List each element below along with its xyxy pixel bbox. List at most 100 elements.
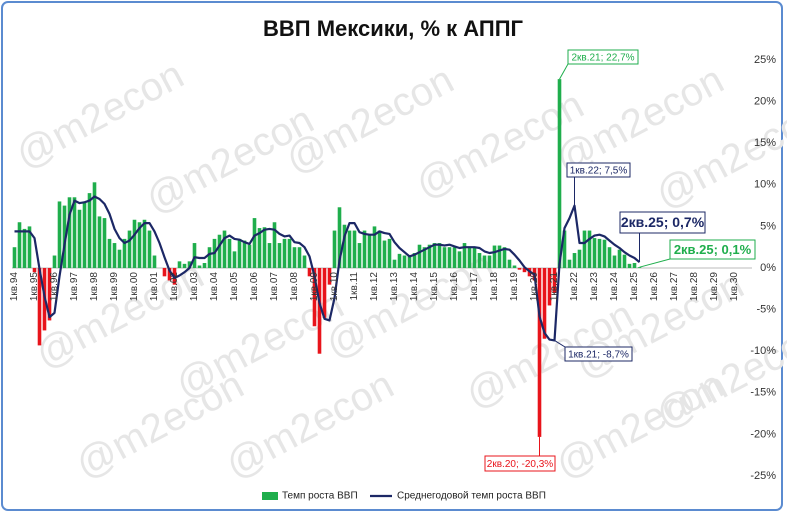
bar xyxy=(482,255,487,269)
bar xyxy=(217,234,222,269)
bar xyxy=(537,268,542,437)
y-tick-label: 20% xyxy=(754,96,776,108)
bar xyxy=(262,227,267,269)
annotation-leader xyxy=(639,258,671,268)
bar xyxy=(17,222,22,269)
bar xyxy=(62,205,67,269)
bar xyxy=(492,245,497,269)
x-tick-label: 1кв.20 xyxy=(529,272,540,302)
bar xyxy=(327,268,332,285)
bar xyxy=(637,267,642,269)
annotation-text: 2кв.25; 0,7% xyxy=(621,214,705,230)
bar xyxy=(617,249,622,269)
bar xyxy=(357,243,362,269)
bar xyxy=(332,230,337,269)
bar xyxy=(317,268,322,354)
bar xyxy=(312,268,317,327)
bar xyxy=(417,244,422,269)
bar xyxy=(167,268,172,281)
annotation-text: 2кв.25; 0,1% xyxy=(674,242,752,257)
bar xyxy=(557,79,562,269)
y-tick-label: 25% xyxy=(754,54,776,66)
bar xyxy=(602,239,607,269)
bar xyxy=(202,263,207,269)
bar xyxy=(487,255,492,269)
bar xyxy=(447,247,452,269)
x-tick-label: 1кв.14 xyxy=(409,272,420,302)
bar xyxy=(97,216,102,269)
x-tick-label: 1кв.06 xyxy=(249,272,260,302)
bar xyxy=(587,230,592,269)
bar xyxy=(552,268,557,293)
bar xyxy=(27,226,32,269)
x-tick-label: 1кв.27 xyxy=(669,272,680,302)
bar xyxy=(132,219,137,269)
bar xyxy=(307,268,312,277)
y-tick-label: 5% xyxy=(760,220,776,232)
bar xyxy=(507,259,512,269)
x-tick-label: 1кв.05 xyxy=(229,272,240,302)
x-tick-label: 1кв.16 xyxy=(449,272,460,302)
bar xyxy=(182,263,187,269)
bar xyxy=(497,245,502,269)
bar xyxy=(422,247,427,269)
bar xyxy=(632,263,637,269)
bar xyxy=(177,261,182,269)
x-tick-label: 1кв.00 xyxy=(129,272,140,302)
bar xyxy=(47,268,52,321)
bar xyxy=(592,238,597,269)
bar xyxy=(52,255,57,269)
legend-label: Среднегодовой темп роста ВВП xyxy=(397,491,546,502)
bar xyxy=(72,197,77,269)
bar xyxy=(402,255,407,269)
bar xyxy=(387,238,392,269)
x-tick-label: 1кв.30 xyxy=(729,272,740,302)
y-tick-label: -15% xyxy=(750,387,776,399)
bar xyxy=(337,207,342,269)
bar xyxy=(512,265,517,269)
x-tick-label: 1кв.19 xyxy=(509,272,520,302)
bar xyxy=(542,268,547,339)
bar xyxy=(257,228,262,269)
x-tick-label: 1кв.97 xyxy=(69,272,80,302)
bar xyxy=(437,243,442,269)
bar xyxy=(272,222,277,269)
x-tick-label: 1кв.26 xyxy=(649,272,660,302)
bar xyxy=(362,230,367,269)
bar xyxy=(197,265,202,269)
bar xyxy=(612,255,617,269)
bar xyxy=(517,268,522,270)
bar xyxy=(232,251,237,269)
annotation-box xyxy=(619,211,706,234)
x-tick-label: 1кв.29 xyxy=(709,272,720,302)
bar xyxy=(567,259,572,269)
bar xyxy=(577,249,582,269)
bar xyxy=(367,234,372,269)
y-tick-label: 10% xyxy=(754,179,776,191)
bar xyxy=(457,251,462,269)
bar xyxy=(412,253,417,269)
y-tick-label: -20% xyxy=(750,428,776,440)
bar xyxy=(22,228,27,269)
bar xyxy=(397,253,402,269)
bar xyxy=(12,247,17,269)
chart-title: ВВП Мексики, % к АППГ xyxy=(263,16,524,41)
x-tick-label: 1кв.99 xyxy=(109,272,120,302)
x-tick-label: 1кв.21 xyxy=(549,272,560,302)
bar xyxy=(92,182,97,269)
x-tick-label: 1кв.12 xyxy=(369,272,380,302)
bar xyxy=(302,255,307,269)
bar xyxy=(122,238,127,269)
annotation-box xyxy=(566,162,631,178)
bar xyxy=(502,247,507,269)
bar xyxy=(442,247,447,269)
y-tick-label: -5% xyxy=(756,304,776,316)
bar xyxy=(77,209,82,269)
bar xyxy=(227,238,232,269)
bar xyxy=(127,230,132,269)
annotation-text: 1кв.21; -8,7% xyxy=(568,350,629,361)
x-tick-label: 1кв.18 xyxy=(489,272,500,302)
legend-label: Темп роста ВВП xyxy=(282,491,358,502)
